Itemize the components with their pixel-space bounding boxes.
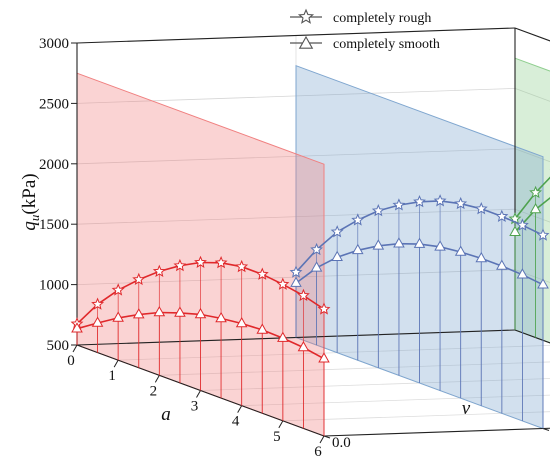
triangle-point — [174, 306, 186, 317]
y-tick-mark — [542, 428, 550, 431]
legend-rough-label: completely rough — [333, 11, 431, 26]
x-tick-label: 1 — [108, 368, 116, 384]
star-point — [152, 264, 166, 277]
star-point — [515, 218, 529, 231]
star-point — [276, 277, 290, 290]
star-point — [235, 259, 249, 273]
triangle-point — [393, 237, 405, 248]
star-point — [289, 265, 303, 278]
star-point — [371, 203, 385, 217]
star-point — [214, 255, 228, 269]
triangle-point — [91, 316, 104, 327]
triangle-point — [351, 243, 364, 255]
triangle-point — [509, 225, 521, 236]
triangle-point — [331, 250, 343, 261]
axis-edge — [323, 427, 550, 437]
star-point — [317, 302, 331, 315]
star-point — [413, 195, 426, 208]
z-tick-label: 2500 — [39, 96, 69, 112]
y-tick-mark — [323, 435, 331, 439]
triangle-point — [413, 237, 426, 248]
series-lines — [70, 169, 550, 363]
star-point — [296, 288, 310, 302]
star-point — [330, 225, 344, 238]
triangle-point — [372, 239, 385, 250]
x-tick-label: 5 — [273, 429, 281, 445]
star-point — [173, 258, 187, 272]
triangle-point — [454, 245, 467, 256]
star-point — [310, 242, 324, 256]
z-axis-title-unit: (kPa) — [19, 173, 40, 214]
x-tick-label: 0 — [67, 353, 75, 369]
triangle-point — [256, 323, 269, 334]
triangle-point — [112, 311, 124, 322]
triangle-point — [215, 311, 227, 323]
triangle-point — [310, 261, 323, 272]
legend: completely rough completely smooth — [290, 8, 440, 52]
triangle-point — [132, 308, 145, 319]
legend-star-marker — [297, 8, 315, 24]
triangle-point — [516, 268, 529, 279]
x-axis-title: a — [161, 404, 171, 425]
axis-edge — [76, 27, 516, 44]
y-axis-title: v — [462, 398, 471, 419]
x-tick-mark — [319, 435, 325, 444]
triangle-point — [153, 305, 166, 317]
star-point — [495, 209, 509, 222]
triangle-point — [297, 340, 310, 352]
triangle-point — [537, 278, 549, 289]
legend-triangle-marker — [298, 35, 314, 49]
v-planes — [76, 57, 550, 437]
triangle-point — [434, 240, 446, 251]
triangle-point — [475, 251, 488, 263]
x-tick-mark — [72, 344, 78, 353]
x-tick-mark — [278, 420, 284, 429]
z-axis-title-main: q — [19, 221, 40, 231]
star-point — [529, 185, 543, 199]
star-point — [255, 267, 269, 280]
star-point — [474, 201, 488, 215]
x-tick-label: 4 — [232, 414, 240, 430]
star-point — [194, 255, 207, 268]
floor-gridline-a — [323, 427, 550, 437]
triangle-point — [529, 202, 542, 214]
triangle-point — [318, 352, 330, 363]
star-point — [91, 297, 105, 310]
triangle-point — [235, 316, 248, 328]
star-point — [351, 213, 365, 226]
x-tick-mark — [113, 359, 119, 368]
star-point — [454, 196, 468, 210]
triangle-point — [277, 331, 289, 342]
y-tick-label: 0.0 — [332, 435, 351, 451]
triangle-point — [71, 322, 83, 333]
z-tick-label: 500 — [47, 338, 70, 354]
z-tick-label: 1000 — [39, 278, 69, 294]
z-tick-label: 3000 — [39, 36, 69, 52]
z-axis-title: qu(kPa) — [19, 173, 42, 230]
x-tick-mark — [154, 375, 160, 383]
drop-lines — [76, 192, 544, 436]
x-tick-mark — [237, 405, 243, 413]
z-tick-label: 1500 — [39, 217, 69, 233]
star-point — [536, 228, 550, 241]
x-tick-label: 6 — [314, 444, 322, 460]
z-axis-title-sub: u — [27, 214, 42, 221]
triangle-point — [496, 259, 508, 270]
legend-smooth-label: completely smooth — [333, 37, 440, 52]
z-tick-label: 2000 — [39, 157, 69, 173]
x-tick-mark — [196, 390, 201, 398]
star-point — [392, 198, 406, 211]
x-tick-label: 3 — [191, 399, 199, 415]
triangle-point — [194, 307, 207, 319]
star-point — [433, 194, 447, 207]
star-point — [132, 272, 146, 286]
x-tick-label: 2 — [150, 383, 158, 399]
star-point — [111, 283, 125, 296]
triangle-point — [290, 276, 302, 287]
